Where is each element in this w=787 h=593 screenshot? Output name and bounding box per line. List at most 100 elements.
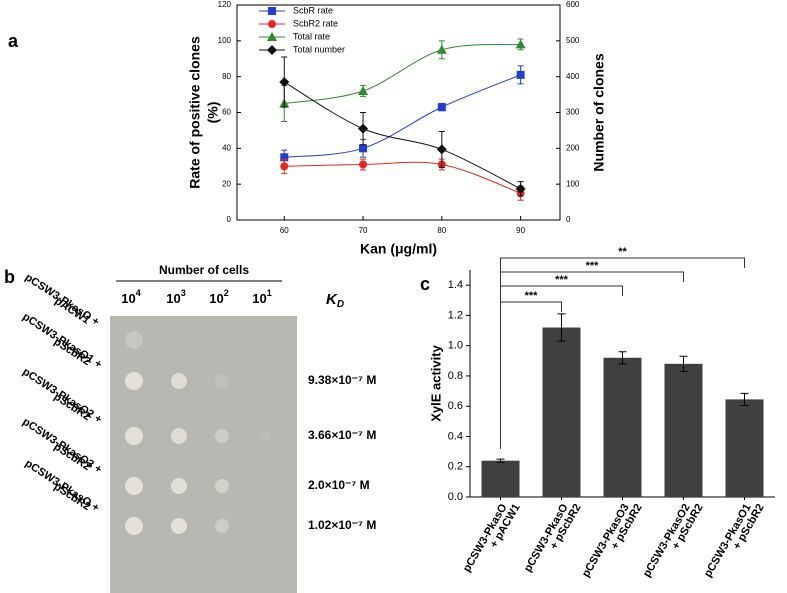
marker: [280, 162, 289, 171]
colony-spot: [171, 478, 187, 494]
y-tick-label: 40: [222, 143, 231, 152]
fit-curve: [284, 43, 521, 105]
x-tick-label: 90: [516, 226, 525, 235]
colony-spot: [171, 518, 187, 534]
kd-value: 2.0×10⁻⁷ M: [308, 478, 370, 492]
marker: [436, 144, 447, 155]
error-bar: [679, 355, 688, 372]
column-exp: 1: [267, 288, 272, 298]
y-tick-label: 20: [222, 179, 231, 188]
x-tick-label: 70: [359, 226, 368, 235]
y-tick-label: 1.0: [448, 340, 463, 352]
y-tick-label: 0.0: [448, 491, 463, 503]
column-label: 101: [252, 288, 271, 306]
legend-label: ScbR2 rate: [293, 18, 338, 28]
y-axis-label: XylE activity: [428, 344, 443, 421]
colony-spot: [125, 372, 143, 390]
y2-tick-label: 400: [566, 72, 580, 81]
marker: [515, 183, 526, 194]
legend-label: ScbR rate: [293, 5, 333, 15]
y2-tick-label: 600: [566, 0, 580, 9]
kd-value: 1.02×10⁻⁷ M: [308, 518, 376, 532]
significance-label: ***: [555, 274, 569, 286]
y-tick-label: 100: [218, 36, 232, 45]
colony-spot: [171, 428, 187, 444]
colony-spot: [215, 479, 229, 493]
colony-spot: [259, 430, 271, 442]
y-tick-label: 0: [227, 215, 232, 224]
colony-spot: [171, 373, 187, 389]
fit-curve: [284, 74, 521, 158]
y-tick-label: 1.2: [448, 309, 463, 321]
kd-sub: D: [337, 299, 344, 310]
legend-marker: [267, 45, 277, 55]
panel-label: c: [420, 274, 430, 294]
legend-marker: [267, 32, 277, 41]
column-header: Number of cells: [159, 263, 249, 277]
legend-label: Total rate: [293, 31, 330, 41]
panel-label: b: [4, 267, 15, 287]
bar: [542, 327, 581, 497]
column-label: 104: [121, 288, 140, 306]
y2-tick-label: 300: [566, 108, 580, 117]
marker: [359, 144, 368, 153]
significance-label: **: [618, 246, 627, 258]
colony-spot: [125, 477, 143, 495]
colony-spot: [125, 517, 143, 535]
legend-label: Total number: [293, 44, 345, 54]
kd-base: K: [326, 291, 338, 308]
column-base: 10: [166, 291, 180, 306]
y-tick-label: 60: [222, 108, 231, 117]
column-exp: 3: [181, 288, 186, 298]
column-exp: 4: [136, 288, 141, 298]
fit-curve: [284, 81, 521, 190]
y-axis-label: Rate of positive clones: [187, 36, 203, 189]
marker: [359, 160, 368, 169]
y-tick-label: 80: [222, 72, 231, 81]
bar: [664, 363, 703, 497]
column-label: 103: [166, 288, 185, 306]
y-tick-label: 0.8: [448, 370, 463, 382]
bar: [603, 357, 642, 497]
y2-tick-label: 0: [566, 215, 571, 224]
significance-label: ***: [586, 260, 600, 272]
kd-value: 3.66×10⁻⁷ M: [308, 428, 376, 442]
column-base: 10: [209, 291, 223, 306]
column-base: 10: [121, 291, 135, 306]
colony-spot: [125, 331, 143, 349]
x-tick-label: 60: [280, 226, 289, 235]
colony-spot: [215, 429, 229, 443]
y2-tick-label: 100: [566, 179, 580, 188]
y-axis-label: (%): [205, 102, 221, 124]
kd-header: KD: [326, 291, 344, 310]
colony-spot: [215, 519, 229, 533]
colony-spot: [125, 427, 143, 445]
column-label: 102: [209, 288, 228, 306]
significance-bracket: [500, 257, 745, 449]
y-tick-label: 1.4: [448, 279, 463, 291]
kd-value: 9.38×10⁻⁷ M: [308, 373, 376, 387]
y-tick-label: 0.6: [448, 400, 463, 412]
colony-spot: [215, 374, 229, 388]
bar: [481, 460, 520, 497]
x-axis-label: Kan (μg/ml): [360, 241, 437, 257]
legend-marker: [268, 7, 276, 15]
marker: [358, 86, 369, 95]
plate: [110, 316, 297, 593]
marker: [516, 70, 525, 79]
y2-tick-label: 200: [566, 143, 580, 152]
fit-curve: [284, 161, 521, 194]
marker: [515, 39, 526, 49]
y2-axis-label: Number of clones: [591, 53, 607, 171]
legend-marker: [268, 20, 276, 28]
y-tick-label: 120: [218, 0, 232, 9]
marker: [280, 153, 289, 162]
marker: [437, 103, 446, 112]
marker: [436, 44, 447, 54]
significance-label: ***: [525, 290, 539, 302]
error-bar: [557, 313, 566, 342]
panel-label: a: [8, 31, 19, 51]
y-tick-label: 0.2: [448, 461, 463, 473]
column-base: 10: [252, 291, 266, 306]
